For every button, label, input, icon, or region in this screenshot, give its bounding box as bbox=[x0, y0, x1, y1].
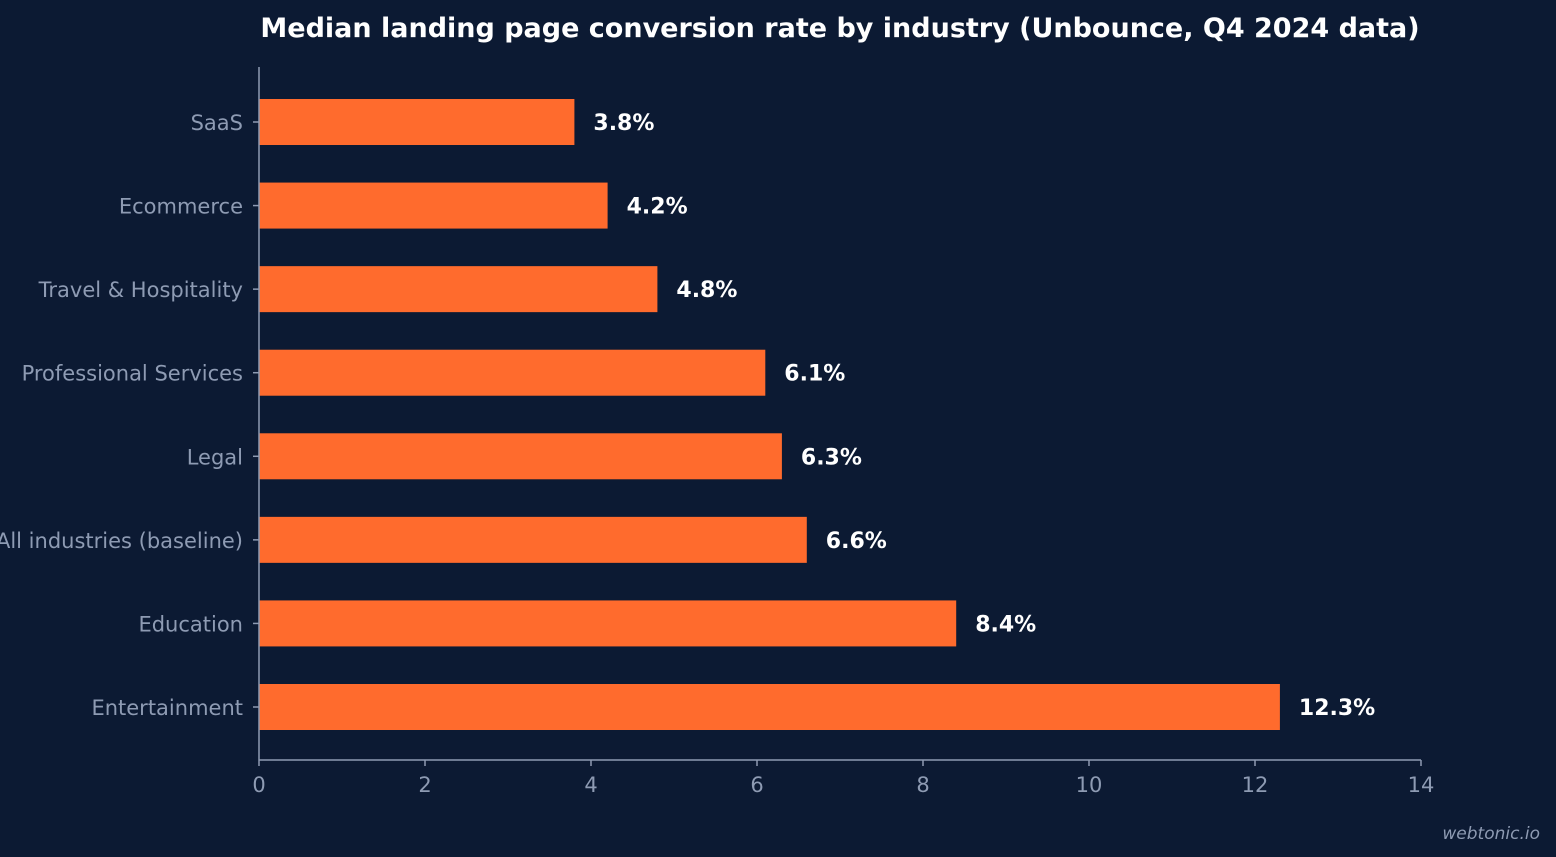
chart-title: Median landing page conversion rate by i… bbox=[260, 13, 1419, 44]
bar bbox=[259, 182, 608, 229]
bars-group bbox=[259, 99, 1280, 730]
category-label: SaaS bbox=[191, 111, 243, 135]
value-label: 8.4% bbox=[975, 612, 1036, 637]
x-tick-label: 10 bbox=[1076, 773, 1103, 797]
watermark: webtonic.io bbox=[1442, 824, 1540, 844]
bar bbox=[259, 516, 807, 563]
x-tick-label: 2 bbox=[418, 773, 431, 797]
category-label: All industries (baseline) bbox=[0, 529, 243, 553]
bar bbox=[259, 99, 575, 145]
bar bbox=[259, 600, 957, 647]
bar bbox=[259, 684, 1280, 730]
value-label: 4.2% bbox=[627, 195, 688, 220]
x-tick-label: 0 bbox=[252, 773, 265, 797]
bar bbox=[259, 433, 782, 480]
value-label: 4.8% bbox=[676, 278, 737, 303]
bar bbox=[259, 349, 766, 396]
category-label: Professional Services bbox=[22, 362, 243, 386]
value-label: 6.3% bbox=[801, 445, 862, 470]
category-label: Travel & Hospitality bbox=[38, 278, 243, 302]
x-axis-ticks: 0 2 4 6 8 10 12 14 bbox=[252, 760, 1434, 797]
x-tick-label: 6 bbox=[750, 773, 763, 797]
category-label: Entertainment bbox=[91, 696, 243, 720]
x-tick-label: 12 bbox=[1242, 773, 1269, 797]
x-tick-label: 4 bbox=[584, 773, 597, 797]
value-label: 6.6% bbox=[826, 529, 887, 554]
category-label: Education bbox=[138, 612, 243, 636]
value-label: 3.8% bbox=[593, 111, 654, 136]
value-labels: 3.8% 4.2% 4.8% 6.1% 6.3% 6.6% 8.4% 12.3% bbox=[593, 111, 1375, 721]
bar bbox=[259, 266, 658, 313]
x-tick-label: 8 bbox=[916, 773, 929, 797]
value-label: 6.1% bbox=[784, 362, 845, 387]
category-label: Legal bbox=[187, 445, 243, 469]
x-tick-label: 14 bbox=[1408, 773, 1435, 797]
category-label: Ecommerce bbox=[119, 195, 243, 219]
axes bbox=[253, 67, 1421, 761]
category-labels: SaaS Ecommerce Travel & Hospitality Profess… bbox=[0, 111, 243, 720]
value-label: 12.3% bbox=[1299, 696, 1375, 721]
